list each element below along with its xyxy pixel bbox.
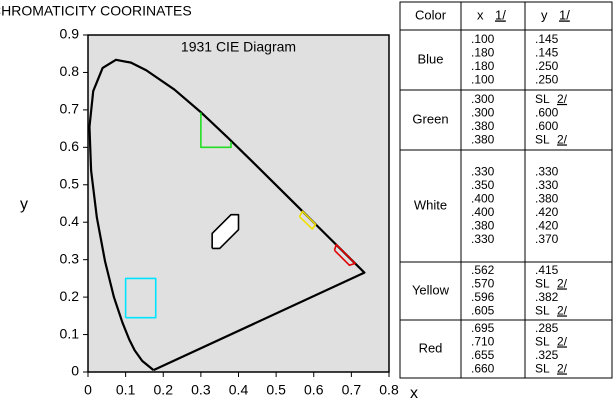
y-tick-label: 0.5 (60, 175, 80, 191)
cell: .400 (471, 191, 495, 205)
cell: .710 (471, 334, 495, 348)
color-name: Green (412, 111, 448, 126)
series-line (211, 213, 240, 250)
cell: .100 (471, 32, 495, 46)
color-name: Yellow (412, 282, 450, 297)
x-tick-label: 0.1 (116, 382, 136, 398)
x-tick-label: 0.3 (191, 382, 211, 398)
cell: .420 (535, 218, 559, 232)
y-axis-label: y (20, 196, 28, 213)
cell: SL (535, 92, 550, 106)
y-tick-label: 0.1 (60, 325, 80, 341)
annotation: 1931 CIE Diagram (181, 39, 296, 55)
cell-note: 2/ (557, 92, 568, 106)
cell: .596 (471, 290, 495, 304)
cell: .570 (471, 276, 495, 290)
x-tick-label: 0.4 (229, 382, 249, 398)
color-name: Blue (417, 51, 443, 66)
cell: .350 (471, 178, 495, 192)
series-line (200, 112, 232, 149)
cell: .415 (535, 263, 559, 277)
x-tick-label: 0.5 (266, 382, 286, 398)
table-border (399, 1, 613, 379)
cell: .380 (471, 119, 495, 133)
cell: .145 (535, 32, 559, 46)
cell-note: 2/ (557, 334, 568, 348)
cell: .695 (471, 321, 495, 335)
y-tick-label: 0.2 (60, 288, 80, 304)
x-tick-label: 0.2 (154, 382, 174, 398)
cell: .655 (471, 348, 495, 362)
cell: .600 (535, 105, 559, 119)
cell-note: 2/ (557, 276, 568, 290)
table-header-note: 1/ (559, 7, 570, 22)
cell: .380 (471, 132, 495, 146)
cell: SL (535, 303, 550, 317)
cell: .300 (471, 92, 495, 106)
y-tick-label: 0.7 (60, 101, 80, 117)
series-line (88, 58, 366, 372)
cell: .250 (535, 72, 559, 86)
cell: .325 (535, 348, 559, 362)
cell: .330 (471, 232, 495, 246)
cell: SL (535, 334, 550, 348)
cell-note: 2/ (557, 303, 568, 317)
cell: .300 (471, 105, 495, 119)
cell: SL (535, 276, 550, 290)
cell: .285 (535, 321, 559, 335)
cell: .180 (471, 45, 495, 59)
y-tick-label: 0.3 (60, 250, 80, 266)
table-header: x (477, 7, 484, 22)
cell: .100 (471, 72, 495, 86)
cell: SL (535, 132, 550, 146)
y-tick-label: 0.8 (60, 63, 80, 79)
color-name: White (414, 197, 447, 212)
x-tick-label: 0.8 (379, 382, 399, 398)
y-tick-label: 0.6 (60, 138, 80, 154)
color-name: Red (419, 340, 443, 355)
x-tick-label: 0.7 (342, 382, 362, 398)
cell: .400 (471, 205, 495, 219)
cell: .380 (535, 191, 559, 205)
cell: .180 (471, 59, 495, 73)
x-tick-label: 0.6 (304, 382, 324, 398)
cell-note: 2/ (557, 361, 568, 375)
y-tick-label: 0 (71, 363, 79, 379)
cell: .370 (535, 232, 559, 246)
cell: .145 (535, 45, 559, 59)
series-line (124, 277, 157, 319)
cell: .600 (535, 119, 559, 133)
y-tick-label: 0.9 (60, 26, 80, 42)
cell: .250 (535, 59, 559, 73)
cell: .330 (535, 178, 559, 192)
cell: .330 (535, 164, 559, 178)
cell: .382 (535, 290, 559, 304)
cell: .420 (535, 205, 559, 219)
cell: .605 (471, 303, 495, 317)
table-header: y (541, 7, 548, 22)
plot-area (87, 34, 390, 373)
chart-title: CHROMATICITY COORINATES (0, 3, 192, 19)
x-tick-label: 0 (84, 382, 92, 398)
cell: .380 (471, 218, 495, 232)
series-line (333, 243, 356, 267)
cell: .330 (471, 164, 495, 178)
table-header-note: 1/ (495, 7, 506, 22)
series-line (298, 210, 317, 230)
cell: SL (535, 361, 550, 375)
cell: .660 (471, 361, 495, 375)
table-header: Color (415, 7, 447, 22)
cell-note: 2/ (557, 132, 568, 146)
cell: .562 (471, 263, 495, 277)
y-tick-label: 0.4 (60, 213, 80, 229)
x-axis-label: x (410, 385, 418, 402)
